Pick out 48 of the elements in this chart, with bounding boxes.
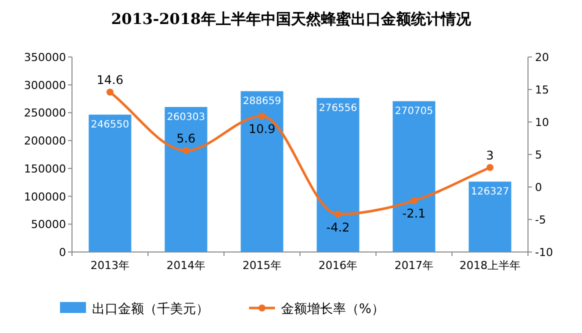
y-tick-label: 300000 (24, 78, 66, 92)
x-tick-label: 2014年 (166, 259, 206, 272)
data-label: 288659 (242, 96, 282, 108)
x-tick-label: 2017年 (394, 259, 434, 272)
y2-tick-label: 20 (535, 51, 549, 64)
y-tick-label: 0 (59, 246, 66, 259)
y2-tick-label: 0 (535, 181, 542, 194)
point (106, 88, 114, 96)
y2-tick-label: 5 (535, 148, 542, 162)
bar (240, 91, 284, 252)
data-label: 260303 (166, 112, 206, 123)
y2-tick-label: 10 (535, 116, 549, 129)
y2-tick-label: -10 (535, 246, 553, 259)
bar (88, 114, 132, 252)
y-tick-label: 250000 (24, 106, 66, 120)
data-label: 270705 (394, 106, 434, 118)
point (410, 197, 418, 204)
y-tick-label: 150000 (24, 162, 66, 176)
x-tick-label: 2015年 (242, 259, 282, 272)
bar (392, 101, 436, 252)
bar (468, 182, 512, 252)
y-tick-label: 350000 (24, 51, 66, 64)
legend-label: 出口金额（千美元） (92, 301, 209, 317)
x-tick-label: 2013年 (90, 259, 130, 272)
y-tick-label: 100000 (24, 190, 66, 204)
data-label: 3 (486, 148, 494, 162)
bar (164, 106, 208, 252)
point (334, 210, 342, 218)
x-tick-label: 2016年 (318, 259, 358, 272)
data-label: -2.1 (402, 206, 426, 221)
y2-tick-label: -5 (535, 214, 546, 226)
chart-title: 2013-2018年上半年中国天然蜂蜜出口金额统计情况 (111, 10, 472, 28)
x-tick-label: 2018上半年 (460, 259, 520, 272)
point (258, 112, 266, 120)
legend-label: 金额增长率（%） (281, 301, 384, 317)
point (486, 164, 494, 171)
data-label: 126327 (470, 186, 510, 198)
data-label: -4.2 (326, 220, 350, 234)
data-label: 276556 (318, 102, 358, 114)
bar (316, 98, 360, 252)
data-label: 5.6 (176, 132, 196, 146)
y2-tick-label: 15 (535, 84, 549, 96)
point (182, 147, 190, 154)
data-label: 14.6 (96, 73, 124, 88)
data-label: 10.9 (248, 122, 276, 136)
y-tick-label: 50000 (31, 218, 66, 232)
data-label: 246550 (90, 120, 130, 131)
y-tick-label: 200000 (24, 134, 66, 148)
